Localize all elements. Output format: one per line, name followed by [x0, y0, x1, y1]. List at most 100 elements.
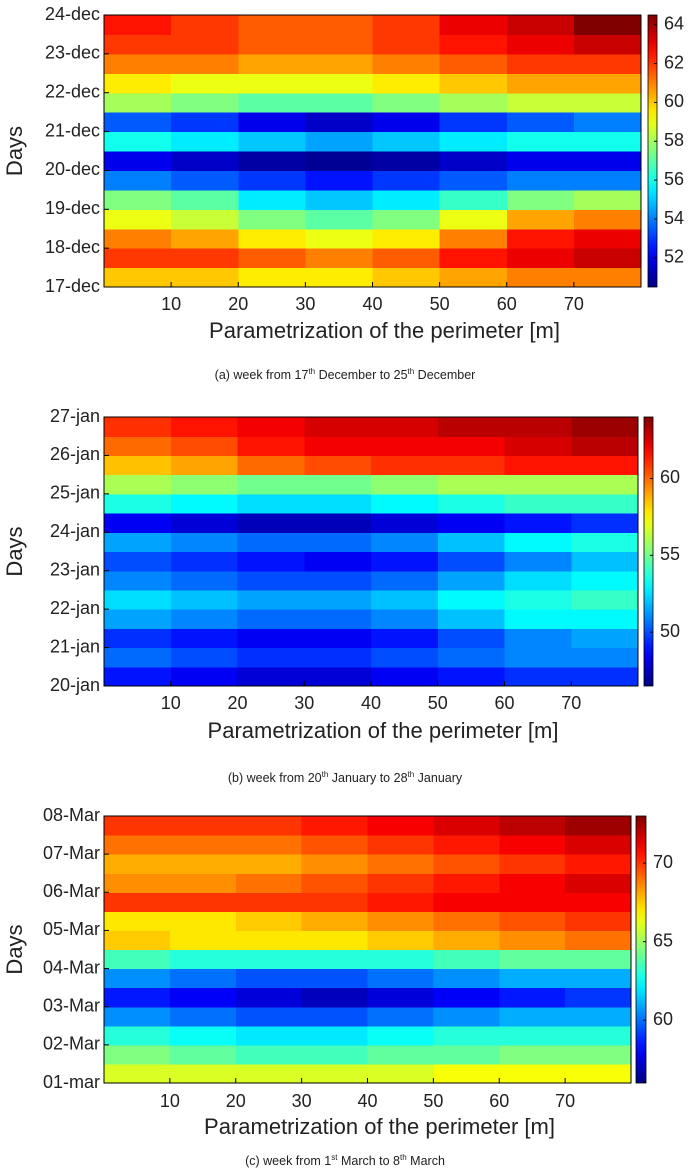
heatmap-cell	[304, 436, 372, 457]
y-tick-label: 02-Mar	[43, 1034, 100, 1054]
heatmap-cell	[372, 248, 441, 269]
caption-part: (b) week from 20	[228, 771, 322, 785]
heatmap-cell	[104, 854, 171, 874]
heatmap-cell	[437, 532, 506, 553]
heatmap-cell	[237, 474, 305, 495]
heatmap-cell	[305, 73, 374, 94]
heatmap-cell	[371, 474, 439, 495]
heatmap-cell	[170, 532, 239, 553]
heatmap-cell	[439, 131, 508, 152]
heatmap-cell	[235, 949, 303, 970]
heatmap-cell	[305, 170, 374, 191]
heatmap-cell	[367, 968, 434, 989]
heatmap-cell	[301, 968, 369, 989]
heatmap-cell	[104, 1006, 171, 1027]
heatmap-cell	[571, 628, 638, 649]
heatmap-cell	[169, 1044, 237, 1065]
heatmap-cell	[237, 647, 305, 668]
heatmap-cell	[301, 816, 369, 836]
heatmap-cell	[170, 647, 239, 668]
caption-part: th	[408, 367, 415, 376]
heatmap-cell	[573, 209, 641, 230]
y-tick-label: 23-jan	[50, 559, 100, 579]
x-tick-label: 70	[555, 1091, 575, 1111]
heatmap-cell	[437, 493, 506, 514]
heatmap-cell	[506, 53, 575, 74]
heatmap-cell	[304, 493, 372, 514]
heatmap-cell	[304, 647, 372, 668]
heatmap-cell	[305, 131, 374, 152]
heatmap-cell	[170, 609, 239, 629]
x-tick-label: 60	[489, 1091, 509, 1111]
heatmap-cell	[504, 666, 572, 686]
x-tick-label: 10	[161, 693, 181, 713]
heatmap-cell	[235, 873, 303, 893]
heatmap-cell	[433, 873, 500, 893]
heatmap-cell	[237, 493, 305, 514]
caption: (b) week from 20th January to 28th Janua…	[228, 770, 463, 786]
y-tick-label: 04-Mar	[43, 957, 100, 977]
heatmap-cell	[565, 968, 631, 989]
heatmap-cell	[237, 570, 305, 591]
heatmap-cell	[499, 1025, 566, 1046]
heatmap-cell	[573, 34, 641, 55]
heatmap-cell	[170, 551, 239, 572]
heatmap-cell	[238, 34, 306, 55]
heatmap-cell	[367, 930, 434, 951]
heatmap-cell	[104, 112, 172, 133]
heatmap-cell	[304, 570, 372, 591]
heatmap-cell	[367, 1006, 434, 1027]
heatmap-cell	[573, 151, 641, 172]
heatmap-cell	[504, 609, 572, 629]
heatmap-cell	[170, 436, 239, 457]
heatmap-cell	[237, 551, 305, 572]
x-tick-label: 60	[497, 294, 517, 314]
heatmap-cell	[499, 1006, 566, 1027]
heatmap-cell	[171, 53, 239, 74]
heatmap-cell	[371, 647, 439, 668]
y-tick-label: 22-jan	[50, 598, 100, 618]
heatmap-cell	[371, 532, 439, 553]
heatmap-cell	[437, 589, 506, 610]
colorbar-tick-label: 55	[660, 544, 680, 564]
heatmap-cell	[573, 73, 641, 94]
y-tick-label: 26-jan	[50, 444, 100, 464]
caption: (a) week from 17th December to 25th Dece…	[215, 367, 476, 383]
heatmap-cell	[571, 666, 638, 686]
x-tick-label: 30	[294, 693, 314, 713]
heatmap-cell	[301, 1006, 369, 1027]
heatmap-cell	[301, 1063, 369, 1083]
heatmap-cell	[504, 570, 572, 591]
caption-part: (c) week from 1	[245, 1154, 331, 1168]
colorbar	[635, 815, 647, 1084]
heatmap-cell	[433, 1063, 500, 1083]
caption-part: st	[331, 1153, 338, 1162]
heatmap-cell	[437, 609, 506, 629]
x-tick-label: 50	[430, 294, 450, 314]
heatmap-cell	[104, 513, 172, 533]
heatmap-cell	[433, 835, 500, 855]
heatmap-cell	[104, 53, 172, 74]
x-tick-label: 40	[361, 693, 381, 713]
heatmap-cell	[571, 455, 638, 476]
heatmap-cell	[433, 892, 500, 912]
heatmap-cell	[304, 474, 372, 495]
heatmap-cell	[305, 248, 374, 269]
heatmap-cell	[565, 835, 631, 855]
heatmap-cell	[104, 131, 172, 152]
heatmap-cell	[565, 1006, 631, 1027]
heatmap-cell	[169, 873, 237, 893]
y-tick-label: 25-jan	[50, 483, 100, 503]
heatmap-cell	[305, 209, 374, 230]
heatmap-cell	[372, 34, 441, 55]
heatmap-cell	[169, 835, 237, 855]
heatmap-cell	[104, 609, 172, 629]
heatmap-cell	[301, 873, 369, 893]
heatmap-cell	[437, 436, 506, 457]
heatmap-cell	[301, 835, 369, 855]
colorbar-tick-label: 54	[664, 208, 684, 228]
heatmap-cell	[506, 15, 575, 36]
heatmap-cell	[573, 15, 641, 36]
heatmap-cell	[171, 189, 239, 210]
heatmap-cell	[104, 551, 172, 572]
